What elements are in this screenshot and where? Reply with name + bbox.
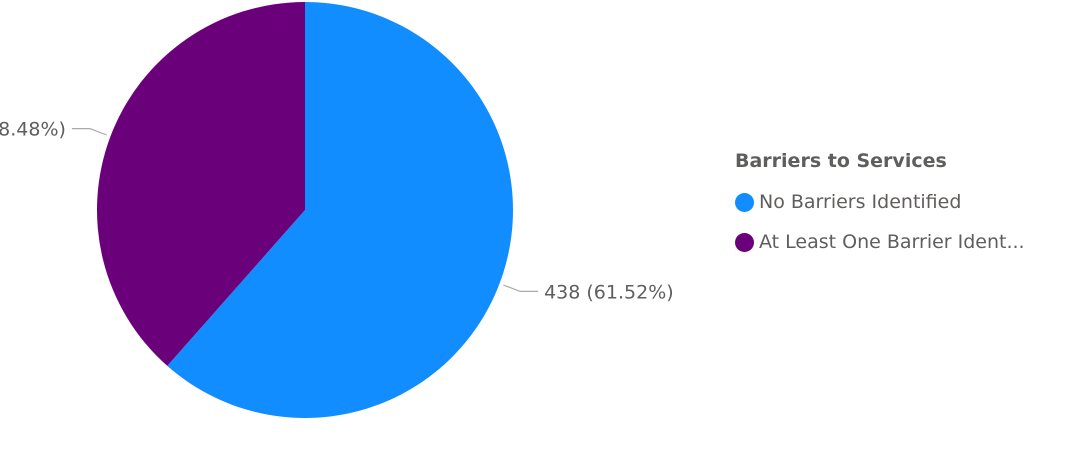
legend-marker-at-least-one-barrier	[735, 232, 754, 252]
legend-title: Barriers to Services	[735, 150, 947, 172]
legend-marker-no-barriers	[735, 192, 754, 212]
leader-line-no-barriers	[503, 284, 539, 292]
leader-line-at-least-one-barrier	[71, 128, 107, 136]
legend-item-at-least-one-barrier[interactable]: At Least One Barrier Ident...	[735, 228, 1075, 256]
legend: Barriers to Services No Barriers Identif…	[735, 146, 1075, 256]
pie-data-labels: 438 (61.52%) 274 (38.48%)	[0, 119, 674, 304]
legend-item-no-barriers[interactable]: No Barriers Identified	[735, 188, 1075, 216]
pie-slices	[96, 1, 513, 418]
legend-label-at-least-one-barrier: At Least One Barrier Ident...	[759, 231, 1025, 253]
data-label-at-least-one-barrier: 274 (38.48%)	[0, 119, 66, 141]
pie-slice-no-barriers[interactable]	[167, 2, 513, 418]
pie-slice-at-least-one-barrier[interactable]	[96, 1, 305, 366]
legend-label-no-barriers: No Barriers Identified	[759, 191, 962, 213]
data-label-no-barriers: 438 (61.52%)	[544, 281, 674, 303]
